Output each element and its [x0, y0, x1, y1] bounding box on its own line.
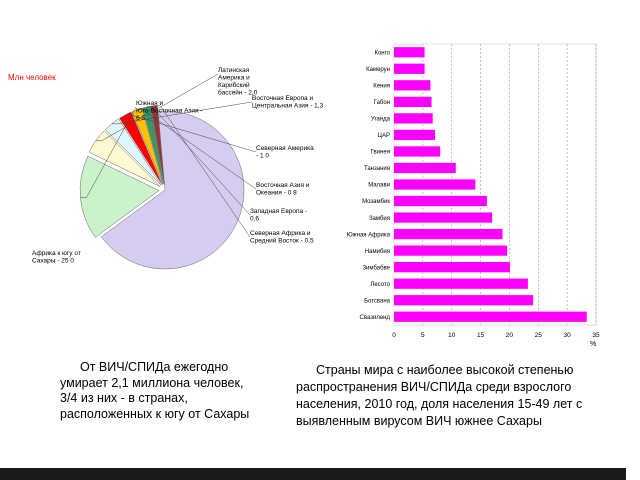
category-label: Камерун: [366, 67, 390, 73]
bar: [394, 162, 456, 174]
bar-chart: Конго Камерун Кения Габон Уганда ЦАР Гвинея Тан…: [347, 43, 600, 348]
x-axis-unit-label: %: [590, 341, 596, 348]
pie-slice: [142, 106, 164, 185]
category-label: Замбия: [369, 216, 390, 222]
caption-right: Страны мира с наиболее высокой степенью …: [296, 363, 583, 428]
pie-leader-line: [146, 106, 251, 216]
category-label: Гвинея: [371, 150, 390, 156]
category-label: Танзания: [364, 166, 390, 172]
right-border: [626, 0, 640, 480]
pie-slice-label: Восточная Азия и Океания - 0 8: [256, 182, 310, 196]
bar: [394, 262, 511, 273]
bar: [394, 47, 425, 58]
category-label: Кения: [373, 84, 390, 90]
pie-slice-label: Южная и Юго-Восточная Азия -6 5: [136, 100, 203, 122]
x-tick-label: 5: [421, 332, 425, 339]
caption-left: От ВИЧ/СПИДа ежегодно умирает 2,1 миллио…: [60, 360, 250, 421]
pie-leader-line: [136, 109, 257, 190]
bar: [394, 146, 441, 157]
x-tick-label: 10: [448, 332, 456, 339]
pie-leader-line: [80, 106, 137, 199]
category-label: Свазиленд: [360, 315, 391, 321]
x-tick-label: 35: [592, 332, 600, 339]
bar: [394, 179, 476, 190]
category-label: Зимбабве: [362, 265, 390, 271]
category-label: Лесото: [370, 282, 390, 288]
bar: [394, 278, 528, 289]
pie-slice-label: Западная Европа -0,6: [250, 208, 307, 222]
pie-slice-label: Северная Африка и Средний Восток - 0,5: [250, 230, 314, 244]
category-label: Уганда: [371, 117, 391, 123]
pie-slice-label: Восточная Европа и Центральная Азия - 1,3: [252, 95, 324, 109]
bottom-border: [0, 468, 640, 480]
category-label: Южная Африка: [347, 232, 391, 238]
bar: [394, 96, 432, 107]
bar: [394, 228, 503, 240]
pie-slice-label: Латинская Америка и Карибский бассейн - 2,0: [218, 67, 258, 96]
category-label: Намибия: [365, 249, 390, 255]
bar: [394, 129, 435, 141]
bar: [394, 63, 425, 74]
x-tick-label: 15: [477, 332, 485, 339]
bar: [394, 113, 433, 124]
category-label: ЦАР: [378, 133, 390, 139]
pie-chart: Млн человек Африка к югу от Сахары - 25 0…: [8, 67, 324, 270]
pie-leader-line: [111, 101, 253, 125]
pie-slice-label: Африка к югу от Сахары - 25 0: [32, 250, 81, 264]
bar: [394, 295, 534, 306]
category-label: Малави: [368, 183, 390, 189]
pie-units-label: Млн человек: [8, 73, 56, 82]
x-tick-label: 0: [392, 332, 396, 339]
category-label: Ботсвана: [364, 298, 391, 304]
bar: [394, 245, 508, 256]
bar: [394, 212, 493, 223]
pie-slice: [100, 110, 245, 270]
pie-leader-line: [154, 105, 251, 238]
pie-leader-line: [125, 114, 257, 153]
pie-slice: [131, 107, 164, 185]
x-tick-label: 25: [535, 332, 543, 339]
bar: [394, 311, 587, 322]
pie-leader-line: [95, 73, 219, 142]
category-label: Габон: [374, 100, 390, 106]
bar: [394, 80, 431, 91]
bar: [394, 195, 487, 207]
category-label: Мозамбик: [362, 199, 390, 205]
pie-slice: [88, 130, 161, 187]
category-label: Конго: [374, 50, 390, 56]
x-tick-label: 30: [564, 332, 572, 339]
pie-slice-label: Северная Америка - 1 0: [256, 145, 314, 159]
x-tick-label: 20: [506, 332, 514, 339]
